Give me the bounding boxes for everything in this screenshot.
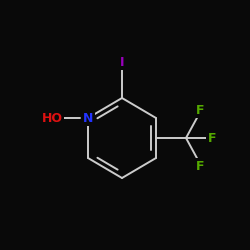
Text: F: F	[196, 104, 204, 117]
Text: F: F	[196, 160, 204, 172]
Text: N: N	[83, 112, 93, 124]
Text: I: I	[120, 56, 124, 68]
Text: F: F	[208, 132, 216, 144]
Text: HO: HO	[42, 112, 62, 124]
